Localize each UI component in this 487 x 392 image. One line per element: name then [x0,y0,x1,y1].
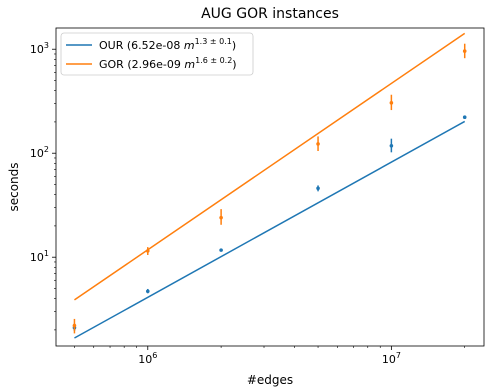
y-tick-label: 102 [30,145,49,160]
x-axis-label: #edges [247,373,293,387]
chart-title: AUG GOR instances [201,6,339,22]
axes: 106 107 101 102 103 [30,41,466,366]
data-point-series-1 [389,101,394,105]
legend-box [60,32,254,76]
data-point-series-1 [219,215,223,220]
data-point-series-1 [145,249,150,253]
data-point-series-1 [462,49,467,53]
data-point-series-0 [389,143,394,148]
y-tick-label: 101 [30,249,49,264]
legend: OUR (6.52e-08 m1.3 ± 0.1) GOR (2.96e-09 m… [60,32,254,76]
y-axis-label: seconds [7,162,21,211]
x-tick-label: 107 [382,351,401,366]
data-point-series-1 [316,142,320,146]
x-tick-label: 106 [138,351,157,366]
fit-line-series-0 [74,120,466,339]
data-point-series-0 [462,115,467,119]
data-point-series-0 [219,248,223,252]
data-point-series-0 [316,186,320,191]
legend-label-0: OUR (6.52e-08 m1.3 ± 0.1) [99,37,236,52]
fit-line-series-1 [74,32,466,301]
data-point-series-0 [145,289,150,294]
data-marks [72,32,467,339]
legend-label-1: GOR (2.96e-09 m1.6 ± 0.2) [99,56,237,71]
data-point-series-1 [72,323,77,328]
y-tick-label: 103 [30,41,49,56]
plot-area [55,27,485,347]
